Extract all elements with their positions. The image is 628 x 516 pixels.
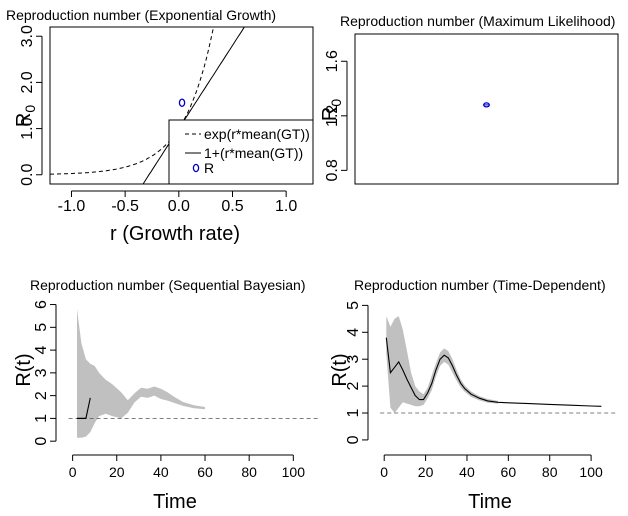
y-tick-label: 2.0 [19, 71, 36, 93]
legend-entry-r: R [204, 160, 214, 176]
y-axis: 0 1 2 3 4 5 6 [33, 300, 57, 446]
x-tick-label: 0.5 [221, 198, 243, 215]
r-point [178, 98, 186, 107]
y-axis: 0 1 2 3 4 5 [345, 301, 369, 444]
x-tick-label: 0.0 [168, 198, 190, 215]
y-tick-label: 2 [33, 391, 50, 400]
y-tick-label: 3.0 [19, 25, 36, 47]
x-tick-label: 60 [197, 464, 213, 480]
y-tick-label: 0.0 [19, 164, 36, 186]
chart-title: Reproduction number (Exponential Growth) [6, 7, 276, 23]
chart-title: Reproduction number (Time-Dependent) [354, 277, 606, 293]
x-tick-label: 80 [241, 464, 257, 480]
panel-maximum-likelihood: Reproduction number (Maximum Likelihood)… [319, 13, 619, 185]
y-tick-label: 0 [345, 435, 362, 444]
x-tick-label: 100 [282, 464, 306, 480]
y-axis: 0.8 1.2 1.6 [324, 50, 348, 181]
y-axis: 0.0 1.0 2.0 3.0 [19, 25, 43, 186]
chart-title: Reproduction number (Sequential Bayesian… [30, 277, 306, 293]
x-tick-label: 0 [69, 464, 77, 480]
y-tick-label: 4 [345, 328, 362, 337]
x-axis-label: r (Growth rate) [110, 223, 240, 245]
estimate-line [385, 337, 602, 407]
y-tick-label: 1.0 [19, 117, 36, 139]
x-tick-label: 1.0 [275, 198, 297, 215]
x-tick-label: -1.0 [58, 198, 86, 215]
legend-point-swatch [192, 163, 200, 173]
x-tick-label: 40 [153, 464, 169, 480]
y-tick-label: 1 [345, 408, 362, 417]
plot-area [68, 309, 320, 438]
x-axis: -1.0 -0.5 0.0 0.5 1.0 [58, 190, 297, 215]
y-tick-label: 5 [33, 323, 50, 332]
x-axis: 0 20 40 60 80 100 [380, 454, 603, 480]
y-axis-label: R(t) [13, 353, 35, 386]
panel-exponential-growth: Reproduction number (Exponential Growth)… [6, 7, 314, 245]
plot-area [380, 316, 616, 414]
legend-entry-linear: 1+(r*mean(GT)) [204, 145, 303, 161]
x-tick-label: 20 [418, 464, 434, 480]
y-axis-label: R(t) [329, 353, 351, 386]
x-axis-label: Time [153, 491, 197, 513]
y-tick-label: 6 [33, 300, 50, 309]
x-axis: 0 20 40 60 80 100 [69, 454, 306, 480]
confidence-band [386, 316, 498, 413]
y-tick-label: 3 [33, 368, 50, 377]
plot-area [483, 102, 490, 108]
panel-sequential-bayesian: Reproduction number (Sequential Bayesian… [13, 277, 320, 513]
y-axis-label: R0 [319, 99, 344, 121]
y-tick-label: 4 [33, 346, 50, 355]
y-tick-label: 1.2 [324, 105, 341, 127]
x-tick-label: 100 [579, 464, 603, 480]
y-tick-label: 0 [33, 437, 50, 446]
y-tick-label: 1 [33, 414, 50, 423]
y-tick-label: 1.6 [324, 50, 341, 72]
y-tick-label: 5 [345, 301, 362, 310]
chart-title: Reproduction number (Maximum Likelihood) [340, 13, 615, 29]
x-tick-label: 20 [109, 464, 125, 480]
legend: exp(r*mean(GT)) 1+(r*mean(GT)) R [168, 119, 314, 185]
x-tick-label: 60 [501, 464, 517, 480]
y-tick-label: 2 [345, 382, 362, 391]
y-axis-label: R0 [13, 105, 38, 127]
x-tick-label: 80 [542, 464, 558, 480]
plot-frame [354, 33, 619, 185]
y-tick-label: 3 [345, 355, 362, 364]
panel-time-dependent: Reproduction number (Time-Dependent) 0 1 2… [329, 277, 616, 513]
confidence-band [77, 309, 205, 438]
x-axis-label: Time [468, 491, 512, 513]
x-tick-label: 0 [380, 464, 388, 480]
x-tick-label: 40 [459, 464, 475, 480]
y-tick-label: 0.8 [324, 159, 341, 181]
legend-box [168, 119, 314, 185]
x-tick-label: -0.5 [111, 198, 139, 215]
legend-entry-exp: exp(r*mean(GT)) [204, 126, 310, 142]
